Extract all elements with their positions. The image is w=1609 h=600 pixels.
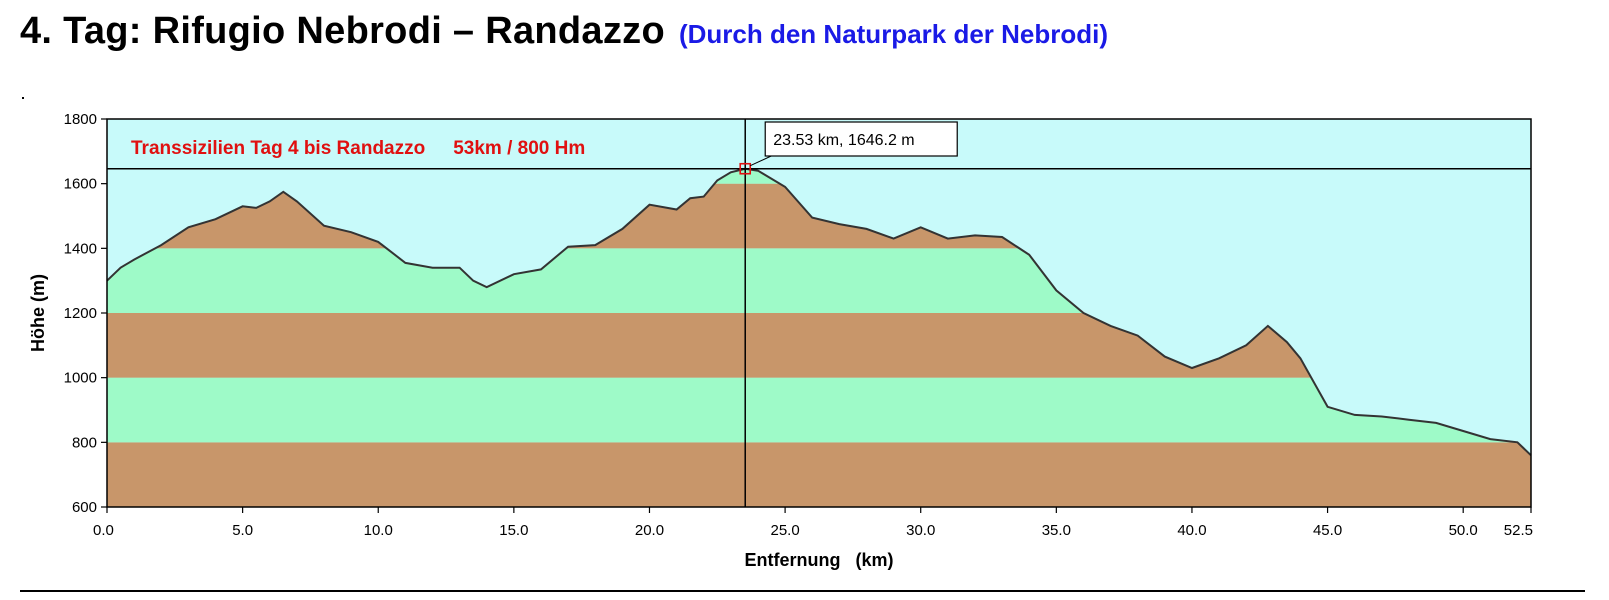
y-tick-label: 600 <box>72 499 97 516</box>
x-tick-label: 0.0 <box>93 522 114 539</box>
x-tick-label: 40.0 <box>1177 522 1206 539</box>
x-tick-label: 35.0 <box>1042 522 1071 539</box>
cursor-marker-box <box>739 162 752 175</box>
x-axis: 0.0 5.0 10.0 15.0 20.0 25.0 30.0 35.0 40.0 45.0 50… <box>93 507 1533 539</box>
elevation-line <box>106 167 1532 457</box>
cursor-callout-leader <box>750 155 772 167</box>
x-tick-label: 25.0 <box>770 522 799 539</box>
x-tick-label: 45.0 <box>1313 522 1342 539</box>
stray-dot <box>22 97 24 99</box>
bottom-divider <box>20 590 1585 592</box>
y-tick-label: 1200 <box>64 305 97 322</box>
chart-title: Transsizilien Tag 4 bis Randazzo 53km / 8… <box>131 138 585 159</box>
y-axis-title: Höhe (m) <box>28 274 48 352</box>
page-title-main: 4. Tag: Rifugio Nebrodi – Randazzo <box>20 10 665 52</box>
x-tick-label: 52.5 <box>1504 522 1533 539</box>
y-tick-label: 1000 <box>64 370 97 387</box>
y-tick-label: 800 <box>72 434 97 451</box>
cursor-callout: 23.53 km, 1646.2 m <box>750 121 958 167</box>
x-tick-label: 5.0 <box>232 522 253 539</box>
y-tick-label: 1400 <box>64 240 97 257</box>
y-tick-label: 1600 <box>64 176 97 193</box>
page-subtitle: (Durch den Naturpark der Nebrodi) <box>678 19 1109 49</box>
y-tick-label: 1800 <box>64 111 97 128</box>
x-axis-title: Entfernung (km) <box>745 550 894 570</box>
x-tick-label: 50.0 <box>1449 522 1478 539</box>
x-tick-label: 30.0 <box>906 522 935 539</box>
x-tick-label: 10.0 <box>364 522 393 539</box>
cursor-callout-label: 23.53 km, 1646.2 m <box>773 132 914 149</box>
chart-title-text: Transsizilien Tag 4 bis Randazzo <box>131 138 425 159</box>
chart-title-stats: 53km / 800 Hm <box>453 138 585 159</box>
page-title: 4. Tag: Rifugio Nebrodi – Randazzo (Durch… <box>20 10 1108 53</box>
x-tick-label: 20.0 <box>635 522 664 539</box>
cursor-marker <box>739 162 752 175</box>
y-axis: 600 800 1000 1200 1400 1600 1800 <box>64 111 107 516</box>
x-tick-label: 15.0 <box>499 522 528 539</box>
elevation-band <box>107 377 1531 443</box>
elevation-band <box>107 442 1531 507</box>
cursor-callout-box <box>764 121 958 157</box>
